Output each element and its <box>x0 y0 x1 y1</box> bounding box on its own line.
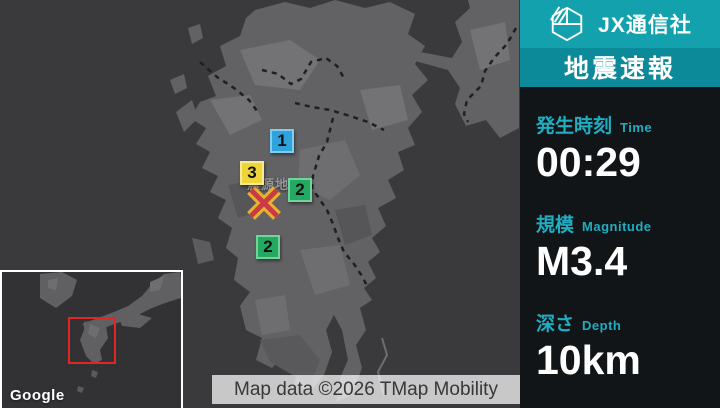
inset-locator-map: Google <box>0 270 183 408</box>
jx-press-logo-icon <box>550 6 583 42</box>
intensity-marker-3: 3 <box>240 161 264 185</box>
intensity-marker-2: 2 <box>288 178 312 202</box>
intensity-marker-1: 1 <box>270 129 294 153</box>
intensity-marker-2: 2 <box>256 235 280 259</box>
magnitude-label-en: Magnitude <box>582 218 652 234</box>
time-label-en: Time <box>620 119 653 135</box>
epicenter-marker-icon <box>247 186 281 220</box>
brand-title: JX通信社 <box>598 13 692 37</box>
magnitude-label-jp: 規模 <box>536 214 575 236</box>
alert-title-band: 地震速報 <box>520 47 720 87</box>
time-section: 発生時刻 Time 00:29 <box>536 111 720 184</box>
alert-details: 発生時刻 Time 00:29 規模 Magnitude M3.4 深さ Dep… <box>520 87 720 408</box>
time-value: 00:29 <box>536 138 641 185</box>
depth-section: 深さ Depth 10km <box>536 309 720 382</box>
magnitude-section: 規模 Magnitude M3.4 <box>536 210 720 283</box>
depth-label-en: Depth <box>582 317 622 333</box>
inset-terrain <box>2 272 181 408</box>
info-sidebar: JX通信社 地震速報 発生時刻 Time 00:29 規模 Magnitude … <box>520 0 720 408</box>
alert-title: 地震速報 <box>563 55 676 84</box>
brand-header: JX通信社 <box>520 0 720 48</box>
depth-value: 10km <box>536 336 641 383</box>
map-attribution: Map data ©2026 TMap Mobility <box>212 375 520 404</box>
time-label-jp: 発生時刻 <box>536 115 613 137</box>
depth-label-jp: 深さ <box>536 313 575 335</box>
google-logo[interactable]: Google <box>10 387 65 404</box>
magnitude-value: M3.4 <box>536 237 628 284</box>
region-highlight-box <box>68 317 116 364</box>
